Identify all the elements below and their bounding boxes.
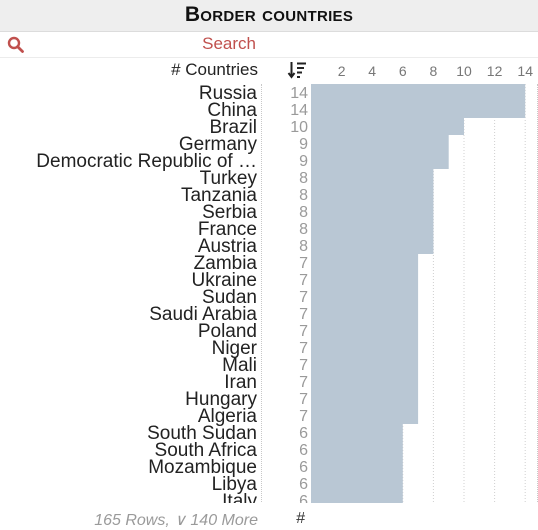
bar[interactable] bbox=[311, 441, 403, 458]
bar[interactable] bbox=[311, 203, 434, 220]
bar[interactable] bbox=[311, 220, 434, 237]
bar[interactable] bbox=[311, 237, 434, 254]
category-label[interactable]: Democratic Republic of … bbox=[36, 151, 257, 172]
value-label: 7 bbox=[299, 306, 308, 323]
value-label: 8 bbox=[299, 204, 308, 221]
category-label[interactable]: Tanzania bbox=[181, 185, 257, 206]
category-label[interactable]: China bbox=[207, 100, 257, 121]
row-count-label[interactable]: 165 Rows, ∨ 140 More bbox=[94, 512, 258, 529]
bar[interactable] bbox=[311, 322, 419, 339]
search-input[interactable]: Search bbox=[202, 34, 256, 53]
value-label: 7 bbox=[299, 272, 308, 289]
bar[interactable] bbox=[311, 475, 403, 492]
category-label[interactable]: Ukraine bbox=[192, 270, 257, 291]
divider bbox=[0, 57, 538, 58]
value-label: 7 bbox=[299, 408, 308, 425]
category-label[interactable]: South Sudan bbox=[147, 423, 257, 444]
bar[interactable] bbox=[311, 373, 419, 390]
bar[interactable] bbox=[311, 339, 419, 356]
category-label[interactable]: Saudi Arabia bbox=[149, 304, 257, 325]
category-label[interactable]: Iran bbox=[224, 372, 257, 393]
category-label[interactable]: Sudan bbox=[202, 287, 257, 308]
x-tick-label-top: 2 bbox=[338, 63, 346, 79]
category-label[interactable]: Serbia bbox=[202, 202, 257, 223]
bar[interactable] bbox=[311, 407, 419, 424]
search-bar[interactable]: Search bbox=[0, 33, 538, 55]
column-divider bbox=[261, 84, 262, 504]
value-label: 10 bbox=[290, 119, 308, 136]
value-label: 6 bbox=[299, 425, 308, 442]
category-label[interactable]: Brazil bbox=[209, 117, 257, 138]
bar[interactable] bbox=[311, 101, 526, 118]
value-label: 7 bbox=[299, 374, 308, 391]
bar[interactable] bbox=[311, 169, 434, 186]
value-label: 7 bbox=[299, 323, 308, 340]
category-label[interactable]: France bbox=[198, 219, 257, 240]
value-label: 6 bbox=[299, 459, 308, 476]
x-tick-label-top: 8 bbox=[430, 63, 438, 79]
page-title: Border countries bbox=[184, 3, 354, 26]
value-label: 6 bbox=[299, 493, 308, 510]
bar[interactable] bbox=[311, 424, 403, 441]
category-label[interactable]: Libya bbox=[212, 474, 258, 495]
value-label: 9 bbox=[299, 136, 308, 153]
bar[interactable] bbox=[311, 356, 419, 373]
category-label[interactable]: Mozambique bbox=[148, 457, 257, 478]
bar[interactable] bbox=[311, 288, 419, 305]
category-label[interactable]: Turkey bbox=[200, 168, 258, 189]
category-label[interactable]: Niger bbox=[212, 338, 258, 359]
x-tick-label-top: 12 bbox=[487, 63, 503, 79]
category-label[interactable]: Germany bbox=[179, 134, 258, 155]
x-tick-label-top: 6 bbox=[399, 63, 407, 79]
value-label: 14 bbox=[290, 102, 308, 119]
x-tick-label-top: 4 bbox=[368, 63, 376, 79]
value-label: 6 bbox=[299, 476, 308, 493]
bar[interactable] bbox=[311, 254, 419, 271]
value-label: 8 bbox=[299, 170, 308, 187]
category-label[interactable]: Zambia bbox=[194, 253, 258, 274]
footer-bar bbox=[0, 503, 538, 530]
value-label: 7 bbox=[299, 391, 308, 408]
sort-descending-icon[interactable] bbox=[287, 60, 309, 82]
category-label[interactable]: South Africa bbox=[155, 440, 258, 461]
category-label[interactable]: Russia bbox=[199, 83, 258, 104]
category-label[interactable]: Hungary bbox=[185, 389, 257, 410]
value-label: 7 bbox=[299, 255, 308, 272]
bar[interactable] bbox=[311, 305, 419, 322]
value-label: 7 bbox=[299, 357, 308, 374]
value-label: 14 bbox=[290, 85, 308, 102]
x-tick-label-top: 10 bbox=[456, 63, 472, 79]
search-icon[interactable] bbox=[7, 36, 25, 54]
category-label[interactable]: Algeria bbox=[198, 406, 258, 427]
title-bar: Border countries bbox=[0, 0, 538, 32]
footer-hash-label: # bbox=[296, 510, 305, 527]
bar[interactable] bbox=[311, 135, 449, 152]
x-tick-label-top: 14 bbox=[517, 63, 533, 79]
category-label[interactable]: Mali bbox=[222, 355, 257, 376]
bar[interactable] bbox=[311, 152, 449, 169]
value-label: 8 bbox=[299, 238, 308, 255]
bar[interactable] bbox=[311, 458, 403, 475]
category-label[interactable]: Poland bbox=[198, 321, 257, 342]
bar[interactable] bbox=[311, 390, 419, 407]
value-label: 7 bbox=[299, 340, 308, 357]
bar[interactable] bbox=[311, 186, 434, 203]
value-label: 8 bbox=[299, 221, 308, 238]
value-label: 7 bbox=[299, 289, 308, 306]
bar[interactable] bbox=[311, 84, 526, 101]
bar[interactable] bbox=[311, 118, 464, 135]
value-label: 8 bbox=[299, 187, 308, 204]
value-label: 6 bbox=[299, 442, 308, 459]
value-label: 9 bbox=[299, 153, 308, 170]
column-header-countries[interactable]: # Countries bbox=[171, 60, 258, 79]
bar[interactable] bbox=[311, 271, 419, 288]
category-label[interactable]: Austria bbox=[198, 236, 258, 257]
